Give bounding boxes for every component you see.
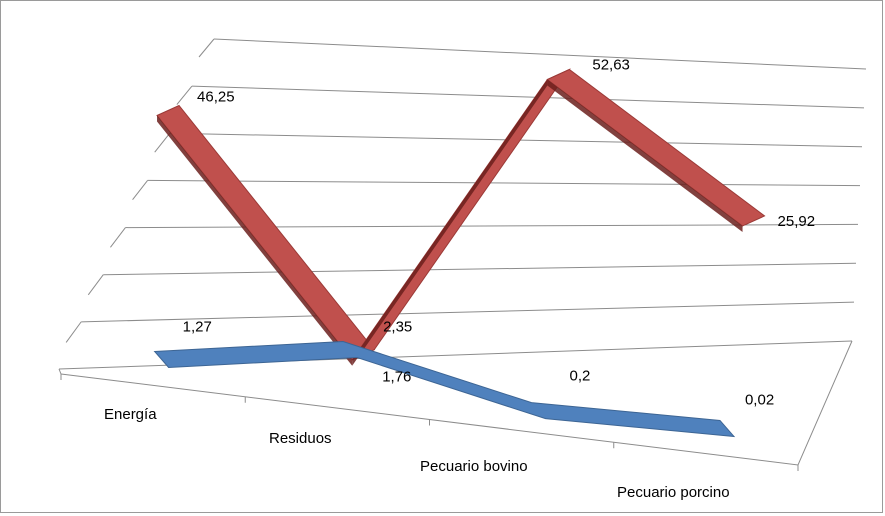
category-label: Energía: [104, 406, 157, 423]
side-gridline: [176, 85, 193, 105]
gridline: [81, 301, 855, 323]
floor-left-edge: [58, 368, 62, 375]
gridline: [103, 262, 857, 276]
gridline: [191, 85, 865, 109]
category-label: Pecuario porcino: [617, 484, 730, 501]
series-2-band: [153, 341, 736, 438]
data-label: 52,63: [592, 56, 630, 73]
data-label: 0,02: [745, 391, 774, 408]
gridline: [147, 179, 861, 187]
gridline: [213, 38, 867, 70]
data-label: 25,92: [778, 213, 816, 230]
side-gridline: [65, 321, 82, 343]
gridline: [125, 223, 859, 229]
side-gridline: [154, 132, 171, 153]
data-label: 1,27: [183, 318, 212, 335]
side-gridline: [198, 38, 215, 58]
side-gridline: [132, 180, 148, 201]
series-1-side: [547, 79, 743, 232]
category-label: Residuos: [269, 430, 332, 447]
side-gridline: [87, 274, 104, 296]
series-1-side: [352, 79, 548, 366]
data-label: 46,25: [197, 88, 235, 105]
data-label: 1,76: [382, 369, 411, 386]
side-gridline: [110, 227, 126, 248]
data-label: 0,2: [570, 368, 591, 385]
series-1-side: [157, 115, 353, 366]
category-label: Pecuario bovino: [420, 458, 528, 475]
series-1-band: [546, 68, 766, 227]
data-label: 2,35: [383, 319, 412, 336]
